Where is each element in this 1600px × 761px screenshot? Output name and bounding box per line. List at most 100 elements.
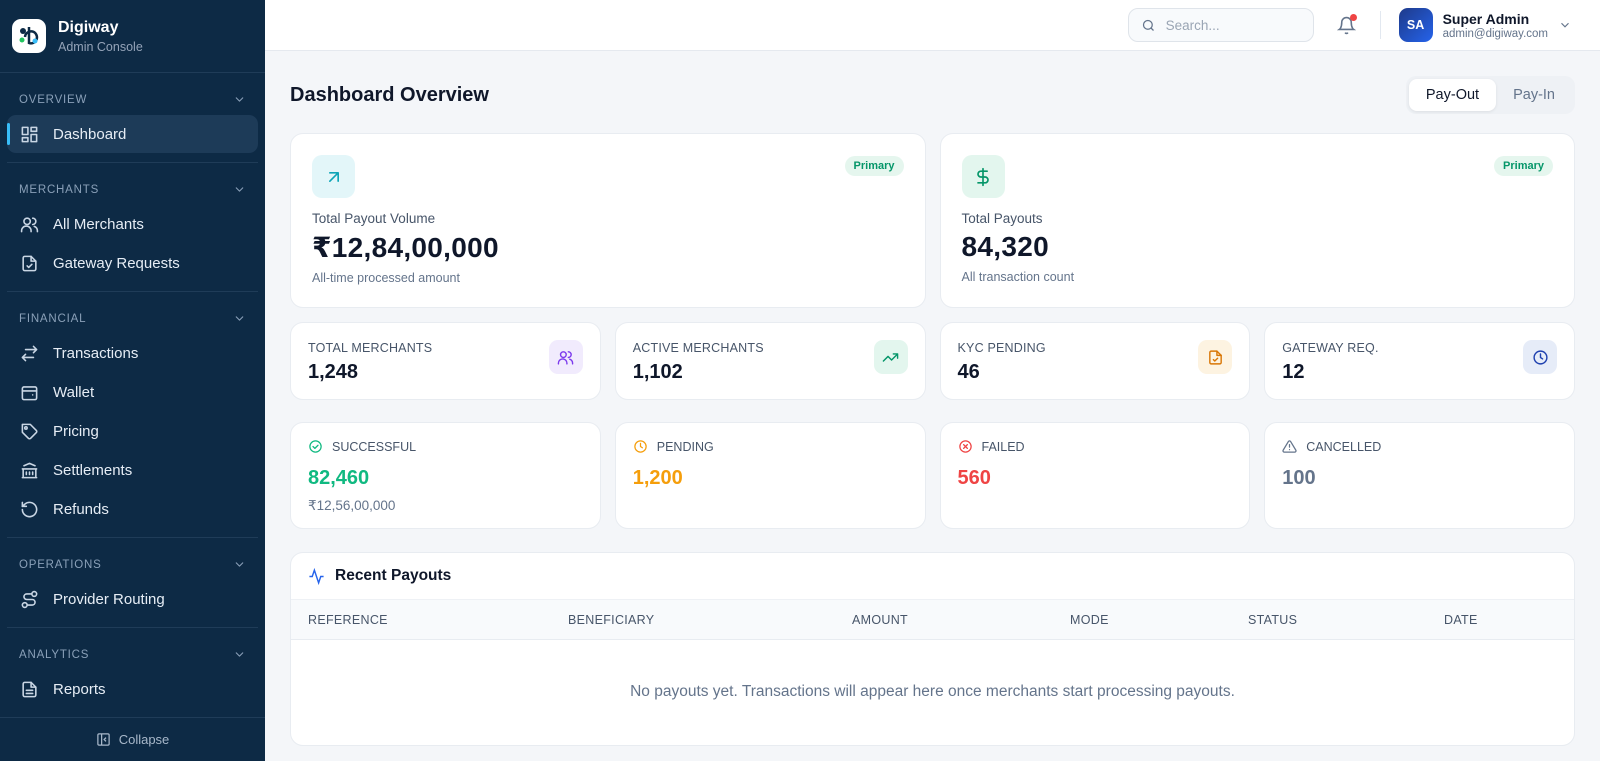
nav-label: Dashboard	[53, 125, 127, 143]
column-header: STATUS	[1248, 612, 1298, 627]
status-card: CANCELLED 100	[1264, 422, 1575, 529]
table-header: REFERENCE BENEFICIARY AMOUNT MODE STATUS DATE	[291, 600, 1574, 640]
notification-dot	[1349, 14, 1357, 21]
status-card: SUCCESSFUL 82,460 ₹12,56,00,000	[290, 422, 601, 529]
column-header: DATE	[1444, 612, 1478, 627]
stat-card: GATEWAY REQ. 12	[1264, 322, 1575, 400]
hero-card: Primary Total Payout Volume ₹12,84,00,000 A…	[290, 133, 926, 308]
badge: Primary	[844, 156, 904, 176]
stat-label: KYC PENDING	[957, 341, 1046, 355]
stat-label: TOTAL MERCHANTS	[308, 341, 433, 355]
stat-label: GATEWAY REQ.	[1282, 341, 1379, 355]
status-header: SUCCESSFUL	[308, 439, 583, 454]
status-value: 560	[957, 467, 991, 489]
collapse-button[interactable]: Collapse	[0, 717, 265, 761]
badge: Primary	[1494, 156, 1553, 176]
status-label: PENDING	[656, 439, 714, 454]
stat-value: 12	[1282, 361, 1305, 383]
status-note: ₹12,56,00,000	[308, 498, 396, 513]
search-box[interactable]: Search...	[1127, 8, 1314, 42]
section-title: OVERVIEW	[19, 93, 88, 106]
avatar: SA	[1398, 8, 1433, 42]
stat-cards: TOTAL MERCHANTS 1,248 ACTIVE MERCHANTS 1,10…	[290, 322, 1575, 400]
stat-icon	[873, 340, 908, 374]
hero-cards: Primary Total Payout Volume ₹12,84,00,000 A…	[290, 133, 1575, 308]
status-header: CANCELLED	[1282, 439, 1557, 454]
stat-card: TOTAL MERCHANTS 1,248	[290, 322, 601, 400]
stat-label: ACTIVE MERCHANTS	[632, 341, 764, 355]
status-card: PENDING 1,200	[614, 422, 926, 529]
status-label: CANCELLED	[1306, 439, 1382, 454]
nav-item[interactable]: All Merchants	[7, 205, 258, 243]
section-header[interactable]: MERCHANTS	[7, 173, 258, 204]
brand-subtitle: Admin Console	[58, 39, 143, 54]
status-header: FAILED	[958, 439, 1233, 454]
nav-label: All Merchants	[53, 215, 144, 233]
logo	[12, 19, 46, 53]
section-header[interactable]: ANALYTICS	[7, 638, 258, 669]
nav-label: Transactions	[53, 344, 139, 362]
nav-section: MERCHANTS All Merchants Gateway Requests	[7, 163, 258, 292]
brand: Digiway Admin Console	[0, 0, 265, 73]
nav-item[interactable]: Gateway Requests	[7, 244, 258, 282]
stat-card: ACTIVE MERCHANTS 1,102	[614, 322, 926, 400]
hero-icon	[312, 155, 355, 198]
stat-icon	[548, 340, 583, 374]
nav-item[interactable]: Provider Routing	[7, 580, 258, 618]
stat-value: 46	[957, 361, 980, 383]
hero-value: 84,320	[961, 231, 1049, 262]
column-header: MODE	[1070, 612, 1109, 627]
nav-item[interactable]: Pricing	[7, 412, 258, 450]
stat-icon	[1198, 340, 1233, 374]
hero-value: ₹12,84,00,000	[312, 232, 499, 263]
section-title: FINANCIAL	[19, 312, 87, 325]
nav-item[interactable]: Transactions	[7, 334, 258, 372]
hero-note: All transaction count	[961, 270, 1075, 284]
user-name: Super Admin	[1442, 10, 1530, 27]
nav-label: Gateway Requests	[53, 254, 180, 272]
tab[interactable]: Pay-In	[1513, 87, 1555, 103]
user-menu[interactable]: SA Super Admin admin@digiway.com	[1398, 8, 1572, 42]
hero-icon	[961, 155, 1005, 198]
nav-item[interactable]: Wallet	[7, 373, 258, 411]
nav-label: Provider Routing	[53, 590, 165, 608]
nav-item[interactable]: Reports	[7, 670, 258, 708]
status-label: SUCCESSFUL	[332, 439, 417, 454]
sidebar: Digiway Admin Console OVERVIEW Dashboard M…	[0, 0, 265, 761]
section-title: ANALYTICS	[19, 648, 90, 661]
header-row: Dashboard Overview Pay-Out Pay-In	[290, 75, 1575, 115]
nav-section: ANALYTICS Reports	[7, 628, 258, 717]
status-value: 1,200	[632, 467, 683, 489]
nav: OVERVIEW Dashboard MERCHANTS All Merchants G…	[0, 73, 265, 717]
column-header: AMOUNT	[852, 612, 908, 627]
tabs: Pay-Out Pay-In	[1405, 76, 1575, 114]
hero-label: Total Payouts	[961, 211, 1043, 226]
search-placeholder: Search...	[1165, 17, 1220, 33]
nav-item[interactable]: Settlements	[7, 451, 258, 489]
status-cards: SUCCESSFUL 82,460 ₹12,56,00,000 PENDING 1,20…	[290, 422, 1575, 529]
stat-card: KYC PENDING 46	[939, 322, 1251, 400]
stat-value: 1,102	[632, 361, 683, 383]
tab[interactable]: Pay-Out	[1408, 79, 1497, 111]
status-value: 82,460	[308, 467, 370, 489]
nav-item[interactable]: Dashboard	[7, 115, 258, 153]
status-header: PENDING	[633, 439, 908, 454]
topbar: Search... SA Super Admin admin@digiway.c…	[265, 0, 1600, 51]
column-header: REFERENCE	[308, 612, 388, 627]
nav-label: Pricing	[53, 422, 99, 440]
section-header[interactable]: FINANCIAL	[7, 302, 258, 333]
nav-item[interactable]: Refunds	[7, 490, 258, 528]
section-title: MERCHANTS	[19, 183, 100, 196]
nav-section: OPERATIONS Provider Routing	[7, 538, 258, 628]
nav-section: FINANCIAL Transactions Wallet Pricing Settle…	[7, 292, 258, 538]
notifications-button[interactable]	[1332, 10, 1362, 40]
nav-label: Wallet	[53, 383, 95, 401]
section-header[interactable]: OPERATIONS	[7, 548, 258, 579]
nav-label: Reports	[53, 680, 106, 698]
nav-section: OVERVIEW Dashboard	[7, 73, 258, 163]
nav-label: Settlements	[53, 461, 133, 479]
section-header[interactable]: OVERVIEW	[7, 83, 258, 114]
status-value: 100	[1282, 467, 1316, 489]
